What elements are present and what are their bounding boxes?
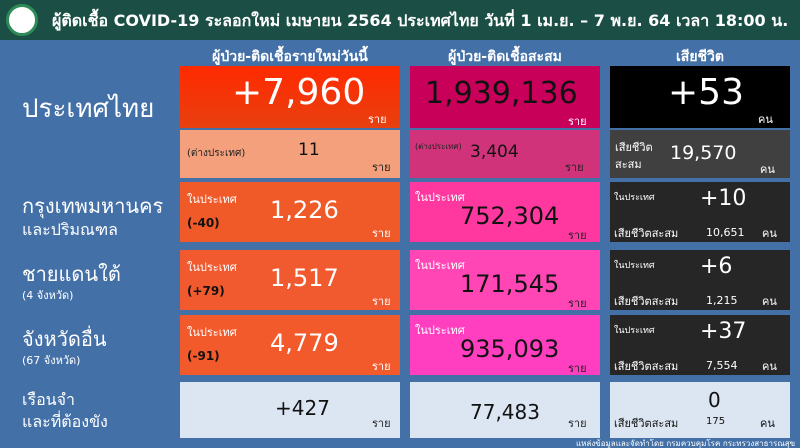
unit: ราย bbox=[568, 115, 587, 128]
unit: ราย bbox=[372, 417, 391, 430]
label: ในประเทศ bbox=[614, 326, 655, 336]
unit: ราย bbox=[568, 297, 587, 310]
column-header: ผู้ป่วย-ติดเชื้อรายใหม่วันนี้ bbox=[212, 49, 368, 65]
panel bbox=[180, 382, 400, 438]
unit: ราย bbox=[372, 227, 391, 240]
row-sublabel: (4 จังหวัด) bbox=[22, 289, 74, 302]
label: (ต่างประเทศ) bbox=[187, 148, 246, 159]
value: +7,960 bbox=[232, 72, 366, 113]
panel bbox=[410, 382, 600, 438]
panel bbox=[610, 382, 790, 438]
label: ในประเทศ bbox=[614, 261, 655, 271]
row-sublabel: (67 จังหวัด) bbox=[22, 354, 81, 367]
value: +10 bbox=[700, 186, 747, 211]
panel bbox=[610, 315, 790, 375]
panel bbox=[410, 66, 600, 128]
value: 11 bbox=[298, 140, 320, 160]
value: +427 bbox=[275, 396, 330, 420]
label: เสียชีวิตสะสม bbox=[614, 295, 679, 308]
value: 3,404 bbox=[470, 142, 519, 162]
label: เสียชีวิตสะสม bbox=[614, 417, 679, 430]
row-label: กรุงเทพมหานคร bbox=[22, 194, 164, 218]
footer: แหล่งข้อมูลและจัดทำโดย กรมควบคุมโรค กระท… bbox=[576, 439, 796, 448]
label: เสียชีวิตสะสม bbox=[614, 227, 679, 240]
panel bbox=[610, 250, 790, 310]
unit: ราย bbox=[372, 161, 391, 174]
value: 935,093 bbox=[460, 335, 560, 363]
panel bbox=[180, 250, 400, 310]
value: 752,304 bbox=[460, 202, 560, 230]
panel bbox=[180, 130, 400, 178]
panel bbox=[610, 130, 790, 178]
change: (-40) bbox=[187, 216, 220, 230]
label: เสียชีวิต bbox=[615, 141, 653, 154]
label: ในประเทศ bbox=[187, 261, 237, 274]
value: +37 bbox=[700, 319, 747, 344]
value: 1,939,136 bbox=[425, 76, 578, 111]
row-sublabel: และปริมณฑล bbox=[22, 220, 118, 239]
row-sublabel: และที่ต้องขัง bbox=[22, 412, 108, 431]
label: ในประเทศ bbox=[187, 326, 237, 339]
label: ในประเทศ bbox=[415, 191, 465, 204]
row-label: ชายแดนใต้ bbox=[22, 262, 121, 286]
column-header: ผู้ป่วย-ติดเชื้อสะสม bbox=[448, 49, 562, 65]
top-bar bbox=[0, 0, 800, 40]
panel bbox=[410, 315, 600, 375]
panel bbox=[410, 182, 600, 242]
label: สะสม bbox=[615, 158, 642, 171]
change: (-91) bbox=[187, 349, 220, 363]
unit: ราย bbox=[568, 417, 587, 430]
panel bbox=[180, 66, 400, 128]
label: ในประเทศ bbox=[187, 193, 237, 206]
change: (+79) bbox=[187, 284, 225, 298]
panel bbox=[180, 315, 400, 375]
unit: ราย bbox=[372, 360, 391, 373]
unit: คน bbox=[758, 113, 773, 126]
row-label: จังหวัดอื่น bbox=[22, 327, 107, 351]
label: (ต่างประเทศ) bbox=[415, 142, 462, 151]
unit: คน bbox=[762, 360, 777, 373]
unit: ราย bbox=[568, 229, 587, 242]
label: เสียชีวิตสะสม bbox=[614, 360, 679, 373]
unit: ราย bbox=[565, 161, 584, 174]
logo bbox=[6, 4, 38, 36]
row-label: เรือนจำ bbox=[22, 390, 75, 409]
value: 77,483 bbox=[470, 400, 540, 424]
value: 171,545 bbox=[460, 270, 560, 298]
label: ในประเทศ bbox=[415, 324, 465, 337]
value: 4,779 bbox=[270, 329, 339, 357]
label: ในประเทศ bbox=[415, 259, 465, 272]
value: 1,226 bbox=[270, 196, 339, 224]
value: 1,517 bbox=[270, 264, 339, 292]
panel bbox=[610, 182, 790, 242]
value: +53 bbox=[668, 72, 744, 113]
column-header: เสียชีวิต bbox=[676, 49, 724, 65]
unit: ราย bbox=[568, 362, 587, 375]
row-label: ประเทศไทย bbox=[22, 94, 155, 124]
value: +6 bbox=[700, 254, 733, 279]
value: 175 bbox=[706, 416, 726, 427]
unit: คน bbox=[760, 163, 775, 176]
unit: คน bbox=[762, 227, 777, 240]
title: ผู้ติดเชื้อ COVID-19 ระลอกใหม่ เมษายน 25… bbox=[52, 11, 789, 30]
unit: คน bbox=[762, 295, 777, 308]
panel bbox=[410, 250, 600, 310]
panel bbox=[410, 130, 600, 178]
value: 7,554 bbox=[706, 359, 738, 372]
panel bbox=[180, 182, 400, 242]
panel bbox=[610, 66, 790, 128]
unit: ราย bbox=[368, 113, 387, 126]
value: 1,215 bbox=[706, 294, 738, 307]
label: ในประเทศ bbox=[614, 193, 655, 203]
value: 19,570 bbox=[670, 142, 737, 164]
value: 0 bbox=[708, 388, 721, 412]
unit: ราย bbox=[372, 295, 391, 308]
value: 10,651 bbox=[706, 226, 745, 239]
unit: คน bbox=[760, 417, 775, 430]
